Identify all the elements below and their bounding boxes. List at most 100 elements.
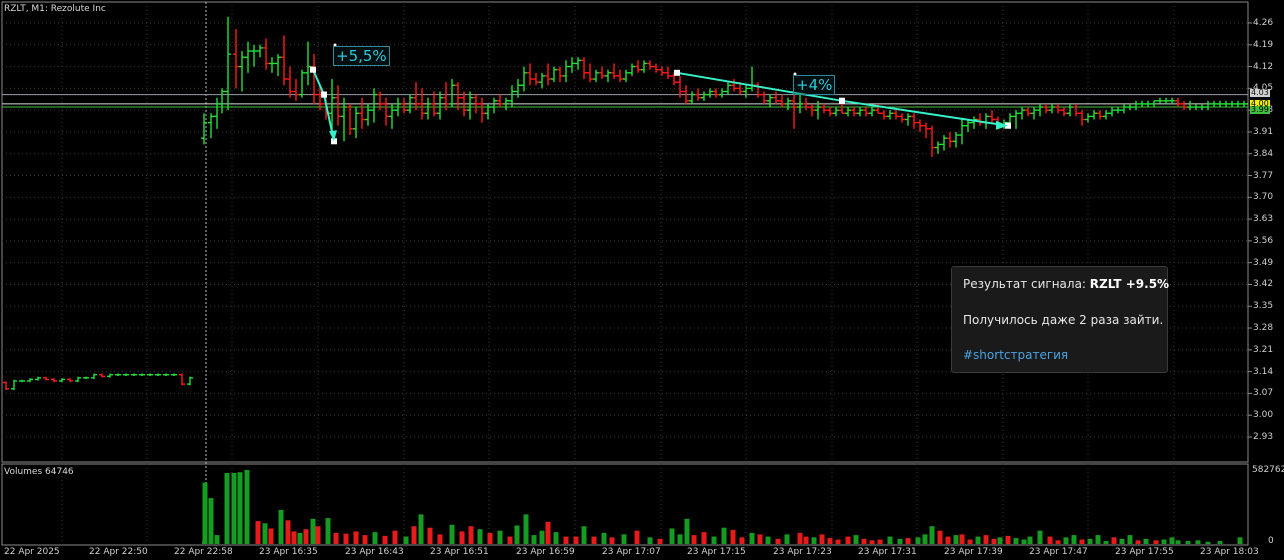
volume-bar xyxy=(835,539,841,544)
volume-bar xyxy=(291,531,297,544)
volume-bar xyxy=(1205,541,1211,544)
trend-anchor-point[interactable] xyxy=(674,69,680,76)
trend-anchor-point[interactable] xyxy=(839,97,845,104)
volume-bar xyxy=(411,526,417,544)
time-tick-label: 22 Apr 22:58 xyxy=(174,547,233,557)
volume-bar xyxy=(845,536,851,544)
annotation-gain-1[interactable]: +5,5% xyxy=(333,46,390,66)
time-tick-label: 23 Apr 17:07 xyxy=(602,547,661,557)
volume-bar xyxy=(437,534,443,544)
price-tick-label: 3.63 xyxy=(1253,214,1274,225)
volume-bar xyxy=(539,530,545,544)
price-tick-label: 4.19 xyxy=(1253,39,1274,50)
volume-bar xyxy=(202,541,205,544)
volume-bar xyxy=(214,535,220,544)
volume-bar xyxy=(1013,538,1019,544)
volume-bar xyxy=(372,532,378,544)
trend-line-2-part-1[interactable] xyxy=(676,71,843,102)
annotation-anchor-dot xyxy=(793,72,797,76)
volume-bar xyxy=(1027,536,1033,544)
volume-bar xyxy=(581,526,587,544)
volume-bar xyxy=(677,534,683,544)
volume-bar xyxy=(297,532,303,544)
volume-bar xyxy=(929,526,935,544)
volume-bar xyxy=(310,518,316,544)
volume-bar xyxy=(1237,537,1243,544)
volume-bar xyxy=(1095,535,1101,544)
volume-bar xyxy=(531,535,537,544)
volume-bar xyxy=(427,527,433,544)
time-tick-label: 23 Apr 17:31 xyxy=(858,547,917,557)
hashtag-link[interactable]: #shortстратегия xyxy=(963,348,1069,362)
volume-bar xyxy=(343,533,349,544)
price-tick-label: 3.70 xyxy=(1253,192,1274,203)
volume-bar xyxy=(797,532,803,544)
volume-bar xyxy=(897,538,903,544)
volume-bar xyxy=(959,534,965,544)
time-tick-label: 23 Apr 17:23 xyxy=(773,547,832,557)
trend-anchor-point[interactable] xyxy=(321,91,327,98)
result-line: Результат сигнала: RZLT +9.5% xyxy=(963,277,1169,291)
volume-bar xyxy=(285,520,291,544)
volume-bar xyxy=(739,537,745,544)
current-price-tag: 4.00 xyxy=(1250,98,1270,108)
volume-bar xyxy=(1021,539,1027,544)
volume-bar xyxy=(811,537,817,544)
volume-bar xyxy=(634,530,640,544)
time-tick-label: 23 Apr 16:43 xyxy=(345,547,404,557)
current-price-tag: 4.03 xyxy=(1250,87,1270,97)
time-tick-label: 23 Apr 17:55 xyxy=(1115,547,1174,557)
volume-bar xyxy=(609,537,615,544)
volume-bar xyxy=(905,538,911,544)
volume-bar xyxy=(268,528,274,544)
price-tick-label: 3.91 xyxy=(1253,126,1274,137)
volume-bar xyxy=(224,472,230,544)
volume-bar xyxy=(418,514,424,544)
volume-bar xyxy=(601,532,607,544)
volume-bar xyxy=(333,532,339,544)
volume-bar xyxy=(231,472,237,544)
volume-bar xyxy=(621,534,627,544)
volume-bar xyxy=(1143,538,1149,544)
volume-bar xyxy=(255,521,261,544)
price-tick-label: 4.05 xyxy=(1253,83,1273,93)
volume-pane-frame xyxy=(1,463,1249,546)
trend-anchor-point[interactable] xyxy=(310,66,316,73)
volume-bar xyxy=(765,536,771,544)
volume-bar xyxy=(315,526,321,544)
time-tick-label: 22 Apr 22:50 xyxy=(89,547,148,557)
time-tick-label: 23 Apr 17:47 xyxy=(1029,547,1088,557)
volume-bar xyxy=(967,539,973,544)
volume-bar xyxy=(545,521,551,544)
volume-bar xyxy=(887,536,893,544)
symbol-title: RZLT, M1: Rezolute Inc xyxy=(4,4,106,14)
volume-bar xyxy=(1103,541,1109,544)
volume-bar xyxy=(237,472,243,544)
volume-bar xyxy=(803,536,809,544)
volume-bar xyxy=(819,534,825,544)
volume-bar xyxy=(497,530,503,544)
volume-bar xyxy=(468,526,474,544)
volume-bar xyxy=(1111,537,1117,544)
volume-bar xyxy=(953,535,959,544)
volume-bar xyxy=(1079,539,1085,544)
volume-bar xyxy=(975,536,981,544)
volume-bar xyxy=(721,527,727,544)
volume-bar xyxy=(853,535,859,544)
volume-bar xyxy=(278,509,284,544)
trend-line-2-part-2[interactable] xyxy=(841,99,1009,127)
trend-line-1-part-1[interactable] xyxy=(312,69,325,95)
volume-bar xyxy=(303,529,309,544)
volume-bar xyxy=(1055,540,1061,544)
main-pane-frame xyxy=(1,1,1249,463)
price-tick-label: 3.42 xyxy=(1253,279,1274,290)
time-tick-label: 23 Apr 18:03 xyxy=(1200,547,1259,557)
volume-bar xyxy=(208,498,214,544)
time-tick-label: 23 Apr 16:35 xyxy=(259,547,318,557)
volume-bar xyxy=(669,528,675,544)
price-tick-label: 3.77 xyxy=(1253,170,1274,181)
annotation-gain-2[interactable]: +4% xyxy=(793,75,836,95)
volume-bar xyxy=(591,536,597,544)
